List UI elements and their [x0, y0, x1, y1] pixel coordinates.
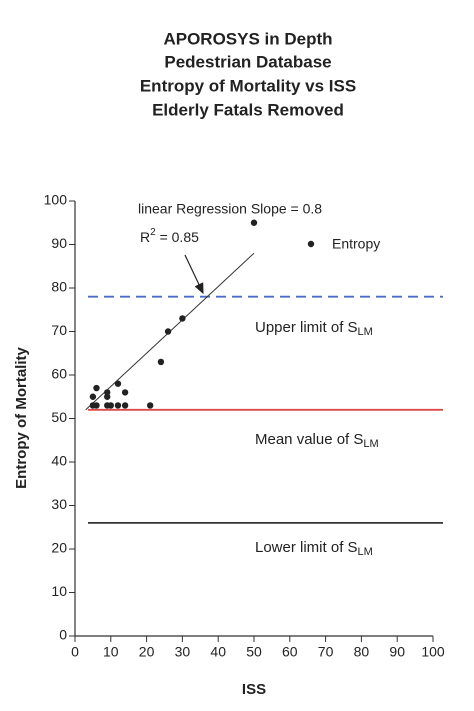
data-point	[104, 389, 111, 396]
x-tick-label: 100	[421, 644, 445, 660]
data-point	[157, 358, 165, 366]
reference-label: Upper limit of SLM	[255, 319, 373, 338]
data-point	[146, 402, 154, 409]
y-tick-label: 70	[51, 322, 67, 338]
x-tick-label: 20	[139, 644, 155, 660]
y-tick-label: 0	[59, 627, 67, 643]
data-point	[250, 219, 258, 226]
reference-label-sub: LM	[358, 326, 373, 338]
y-tick-label: 20	[51, 540, 67, 556]
x-tick-label: 60	[282, 644, 298, 660]
annotation: linear Regression Slope = 0.8	[138, 201, 322, 217]
annotation-part: = 0.85	[156, 229, 199, 245]
reference-label-sub: LM	[363, 438, 378, 450]
reference-label: Lower limit of SLM	[255, 539, 373, 558]
y-tick-label: 100	[44, 192, 68, 208]
x-tick-label: 70	[318, 644, 334, 660]
annotation: R2 = 0.85	[140, 227, 199, 245]
y-tick-label: 40	[51, 453, 67, 469]
reference-label-text: Mean value of S	[255, 431, 363, 448]
reference-label-text: Upper limit of S	[255, 319, 358, 336]
data-point	[164, 328, 172, 335]
reference-label-text: Lower limit of S	[255, 539, 358, 556]
chart-title: Elderly Fatals Removed	[152, 100, 344, 119]
x-tick-label: 40	[210, 644, 226, 660]
legend-label: Entropy	[332, 236, 380, 252]
x-tick-label: 80	[354, 644, 370, 660]
data-point	[89, 393, 97, 400]
data-point	[121, 402, 129, 409]
data-point	[107, 402, 115, 409]
annotation-arrow	[184, 254, 204, 295]
x-axis-label: ISS	[242, 681, 266, 698]
reference-label-sub: LM	[358, 546, 373, 558]
data-point	[114, 380, 122, 387]
x-tick-label: 0	[71, 644, 79, 660]
x-tick-label: 50	[246, 644, 262, 660]
y-tick-label: 80	[51, 279, 67, 295]
annotation-part: 2	[150, 227, 156, 238]
annotation-part: R	[140, 229, 150, 245]
data-point	[93, 402, 100, 409]
y-tick-label: 50	[51, 409, 67, 425]
y-tick-label: 60	[51, 366, 67, 382]
y-tick-label: 10	[51, 583, 67, 599]
chart-title: Pedestrian Database	[164, 52, 331, 71]
x-tick-label: 90	[389, 644, 405, 660]
y-tick-label: 30	[51, 496, 67, 512]
y-axis-label: Entropy of Mortality	[13, 347, 30, 489]
data-point	[114, 402, 122, 409]
data-point	[121, 389, 129, 396]
y-tick-label: 90	[51, 235, 67, 251]
reference-label: Mean value of SLM	[255, 431, 379, 450]
data-point	[93, 384, 100, 392]
x-tick-label: 10	[103, 644, 119, 660]
chart-title: Entropy of Mortality vs ISS	[140, 76, 356, 95]
x-tick-label: 30	[175, 644, 191, 660]
legend-marker	[307, 240, 315, 248]
data-point	[179, 315, 186, 322]
chart-title: APOROSYS in Depth	[163, 29, 332, 48]
